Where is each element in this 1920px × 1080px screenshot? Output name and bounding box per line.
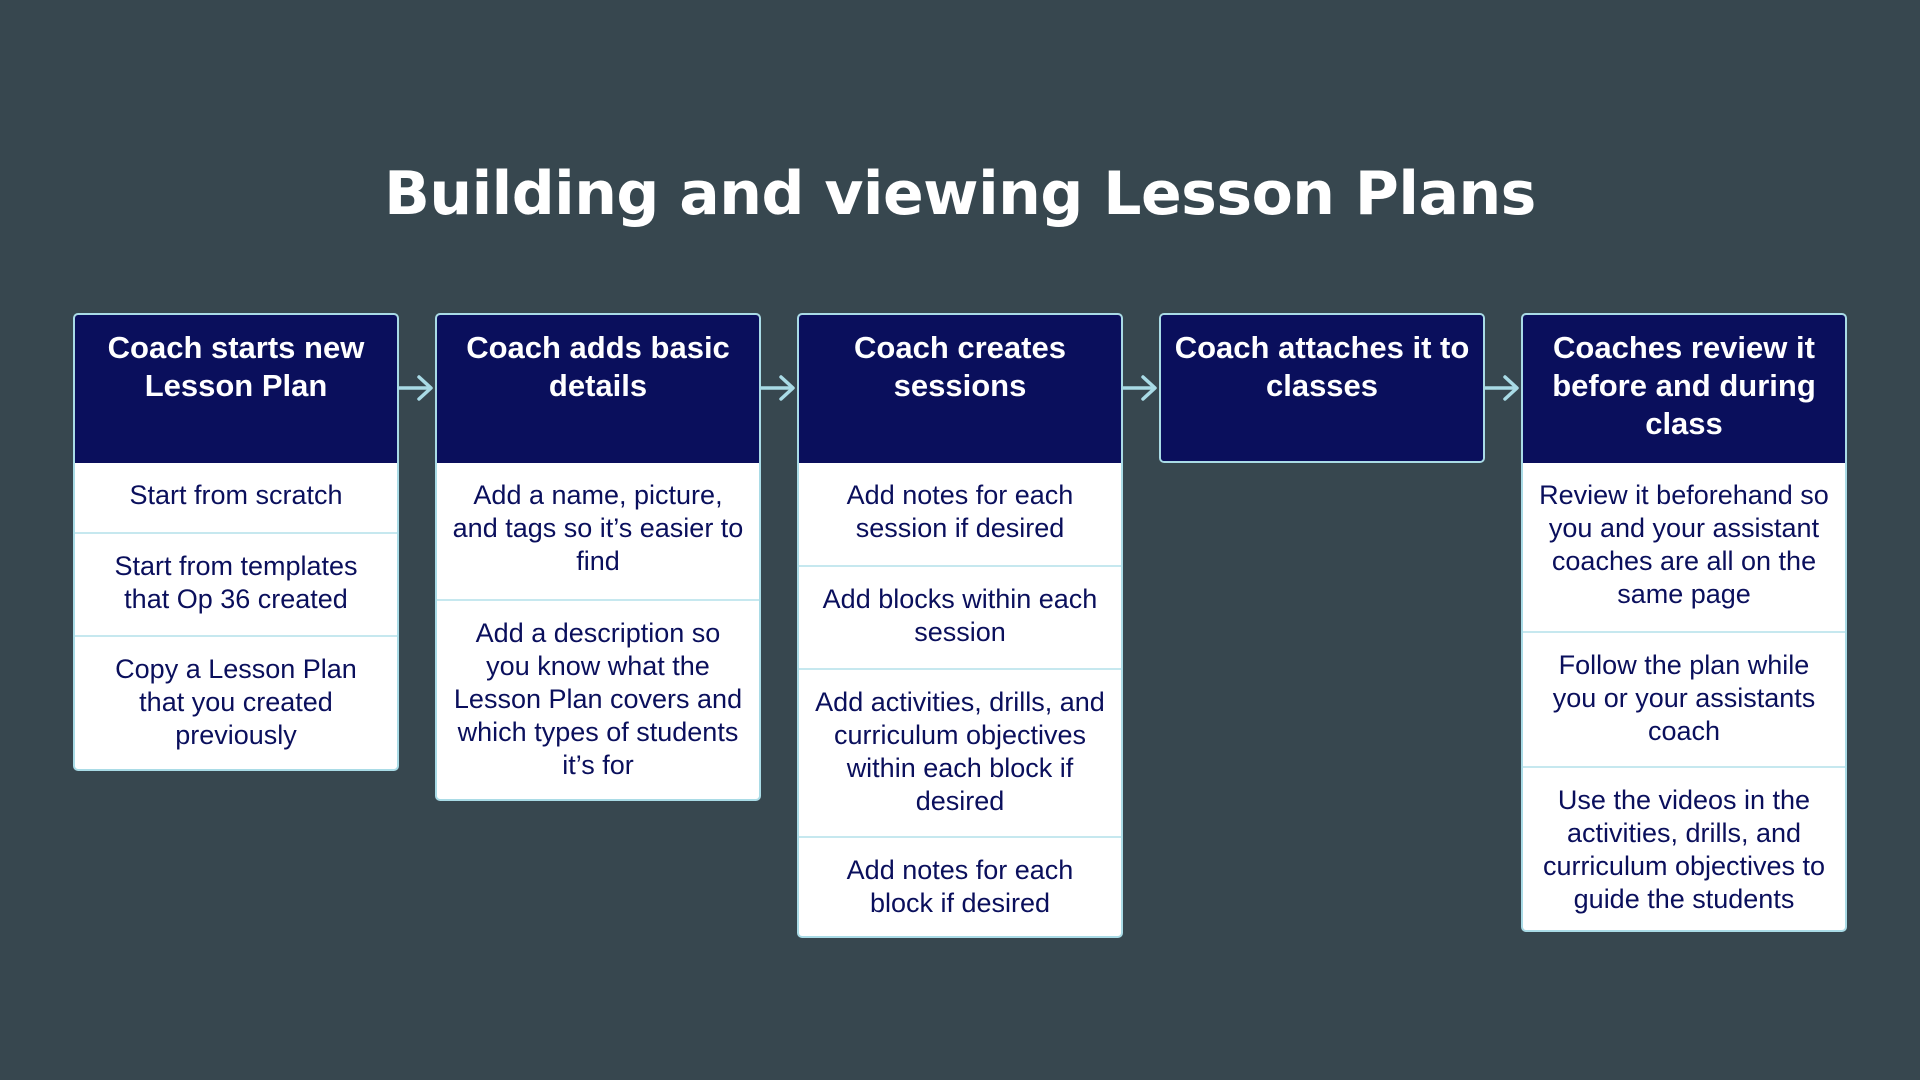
step-item: Add activities, drills, and curriculum o… (799, 668, 1121, 836)
step-item: Add notes for each session if desired (846, 480, 1074, 543)
arrow-right-icon (1121, 375, 1157, 401)
flow-columns: Coach starts new Lesson Plan Start from … (0, 313, 1920, 953)
step-column-2: Coach adds basic details Add a name, pic… (435, 313, 761, 801)
step-item: Add a description so you know what the L… (437, 599, 759, 799)
step-items-1: Start from scratch Start from templates … (75, 463, 397, 769)
step-column-5: Coaches review it before and during clas… (1521, 313, 1847, 932)
arrow-right-icon (397, 375, 433, 401)
step-column-1: Coach starts new Lesson Plan Start from … (73, 313, 399, 771)
step-header-2: Coach adds basic details (437, 315, 759, 463)
step-item: Copy a Lesson Plan that you created prev… (75, 635, 397, 769)
step-item: Add blocks within each session (799, 565, 1121, 668)
arrow-right-icon (759, 375, 795, 401)
step-item: Add a name, picture, and tags so it’s ea… (452, 480, 744, 576)
step-item: Add notes for each block if desired (799, 836, 1121, 936)
diagram-title: Building and viewing Lesson Plans (384, 159, 1536, 229)
step-item: Follow the plan while you or your assist… (1523, 631, 1845, 766)
step-items-3: Add notes for each session if desired Ad… (799, 463, 1121, 936)
step-items-2: Add a name, picture, and tags so it’s ea… (437, 463, 759, 799)
step-items-5: Review it beforehand so you and your ass… (1523, 463, 1845, 930)
step-header-3: Coach creates sessions (799, 315, 1121, 463)
step-header-4: Coach attaches it to classes (1161, 315, 1483, 461)
arrow-right-icon (1483, 375, 1519, 401)
step-column-4: Coach attaches it to classes (1159, 313, 1485, 463)
step-item: Review it beforehand so you and your ass… (1539, 480, 1829, 609)
step-header-1: Coach starts new Lesson Plan (75, 315, 397, 463)
step-header-5: Coaches review it before and during clas… (1523, 315, 1845, 463)
step-item: Use the videos in the activities, drills… (1523, 766, 1845, 930)
step-item: Start from scratch (129, 480, 343, 510)
step-item: Start from templates that Op 36 created (75, 532, 397, 635)
step-column-3: Coach creates sessions Add notes for eac… (797, 313, 1123, 938)
